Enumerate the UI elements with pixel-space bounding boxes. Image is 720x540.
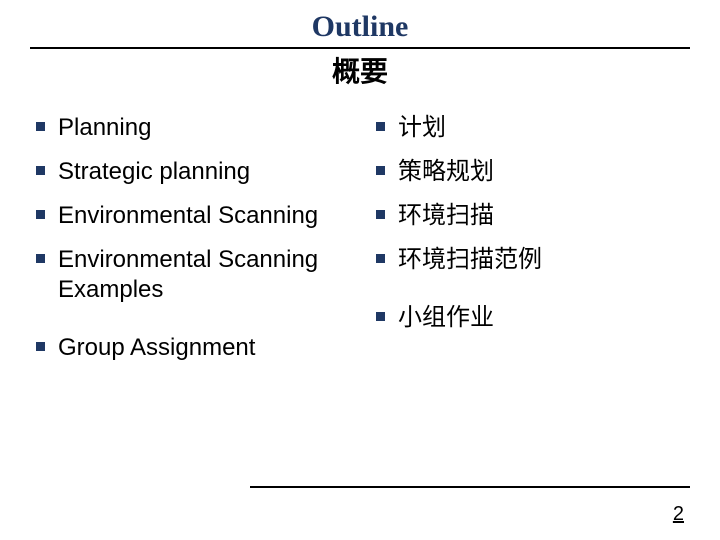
left-column: Planning Strategic planning Environmental … — [30, 113, 360, 377]
title-divider — [30, 47, 690, 49]
left-list-item: Strategic planning — [30, 157, 350, 187]
right-list-item: 策略规划 — [370, 157, 690, 187]
right-list-item: 计划 — [370, 113, 690, 143]
left-list-item: Environmental Scanning Examples — [30, 245, 350, 305]
right-column: 计划策略规划环境扫描环境扫描范例小组作业 — [360, 113, 690, 377]
content-columns: Planning Strategic planning Environmental … — [0, 89, 720, 377]
title-chinese: 概要 — [0, 55, 720, 89]
right-bullet-list: 计划策略规划环境扫描环境扫描范例小组作业 — [370, 113, 690, 333]
left-list-item: Planning — [30, 113, 350, 143]
left-list-item: Group Assignment — [30, 333, 350, 363]
right-list-item: 小组作业 — [370, 303, 690, 333]
page-number: 2 — [673, 503, 684, 526]
left-list-item: Environmental Scanning — [30, 201, 350, 231]
left-bullet-list: Planning Strategic planning Environmental … — [30, 113, 350, 363]
right-list-item: 环境扫描 — [370, 201, 690, 231]
right-list-item: 环境扫描范例 — [370, 245, 690, 275]
slide: Outline 概要 Planning Strategic planning Env… — [0, 0, 720, 540]
footer-divider — [250, 486, 690, 488]
title-block: Outline 概要 — [0, 0, 720, 89]
title-english: Outline — [0, 10, 720, 43]
